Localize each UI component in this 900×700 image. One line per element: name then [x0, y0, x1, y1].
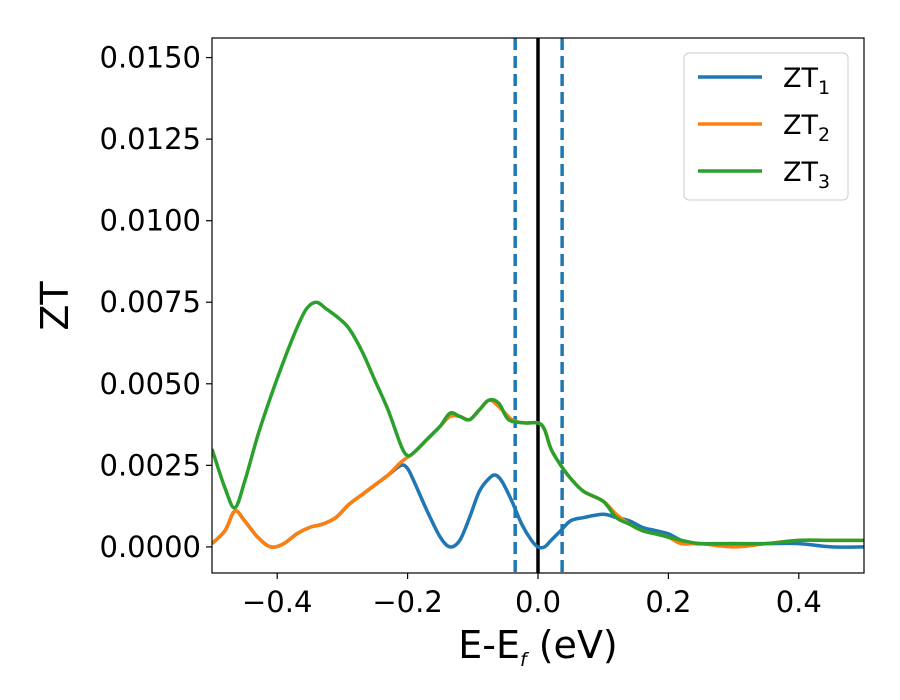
- legend-label-zt2: ZT2: [783, 110, 830, 146]
- y-tick-label: 0.0125: [100, 122, 201, 156]
- legend: ZT1 ZT2 ZT3: [683, 52, 849, 201]
- series-layer: [212, 300, 864, 550]
- y-tick-label: 0.0150: [100, 41, 201, 75]
- y-tick-label: 0.0050: [100, 367, 201, 401]
- legend-label-zt3: ZT3: [783, 157, 830, 193]
- x-tick-label: −0.2: [372, 585, 442, 619]
- y-tick-label: 0.0000: [100, 530, 201, 564]
- y-tick-label: 0.0100: [100, 204, 201, 238]
- y-axis: 0.0000 0.0025 0.0050 0.0075 0.0100 0.0125 0.01…: [100, 41, 212, 564]
- series-line-zt3: [212, 300, 864, 546]
- y-axis-title: ZT: [33, 281, 77, 331]
- legend-box: [683, 52, 849, 201]
- x-tick-label: 0.4: [776, 585, 822, 619]
- reference-lines: [513, 38, 564, 573]
- x-axis-title: E-Ef (eV): [458, 623, 618, 671]
- y-tick-label: 0.0075: [100, 285, 201, 319]
- y-tick-label: 0.0025: [100, 448, 201, 482]
- x-axis: −0.4 −0.2 0.0 0.2 0.4: [242, 573, 822, 619]
- x-tick-label: 0.2: [645, 585, 691, 619]
- legend-label-zt1: ZT1: [783, 63, 830, 99]
- x-tick-label: 0.0: [515, 585, 561, 619]
- x-tick-label: −0.4: [242, 585, 312, 619]
